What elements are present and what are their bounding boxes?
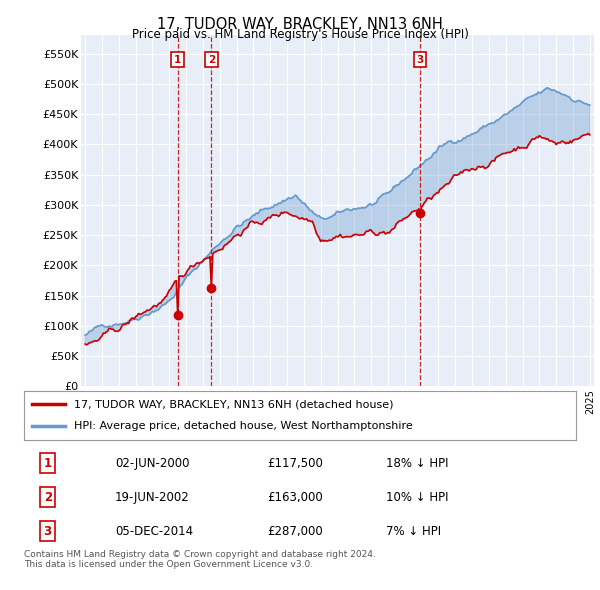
Text: 2: 2 (208, 55, 215, 65)
Text: 17, TUDOR WAY, BRACKLEY, NN13 6NH (detached house): 17, TUDOR WAY, BRACKLEY, NN13 6NH (detac… (74, 399, 393, 409)
Text: 05-DEC-2014: 05-DEC-2014 (115, 525, 193, 538)
Text: 17, TUDOR WAY, BRACKLEY, NN13 6NH: 17, TUDOR WAY, BRACKLEY, NN13 6NH (157, 17, 443, 31)
Text: Contains HM Land Registry data © Crown copyright and database right 2024.
This d: Contains HM Land Registry data © Crown c… (24, 550, 376, 569)
Text: 1: 1 (174, 55, 181, 65)
Text: 18% ↓ HPI: 18% ↓ HPI (386, 457, 448, 470)
Text: 3: 3 (44, 525, 52, 538)
Text: Price paid vs. HM Land Registry's House Price Index (HPI): Price paid vs. HM Land Registry's House … (131, 28, 469, 41)
Text: £163,000: £163,000 (267, 491, 323, 504)
Text: 02-JUN-2000: 02-JUN-2000 (115, 457, 190, 470)
Text: £117,500: £117,500 (267, 457, 323, 470)
Text: 3: 3 (416, 55, 424, 65)
Text: £287,000: £287,000 (267, 525, 323, 538)
Text: 10% ↓ HPI: 10% ↓ HPI (386, 491, 448, 504)
Text: HPI: Average price, detached house, West Northamptonshire: HPI: Average price, detached house, West… (74, 421, 412, 431)
Text: 7% ↓ HPI: 7% ↓ HPI (386, 525, 440, 538)
Text: 1: 1 (44, 457, 52, 470)
Text: 2: 2 (44, 491, 52, 504)
Text: 19-JUN-2002: 19-JUN-2002 (115, 491, 190, 504)
